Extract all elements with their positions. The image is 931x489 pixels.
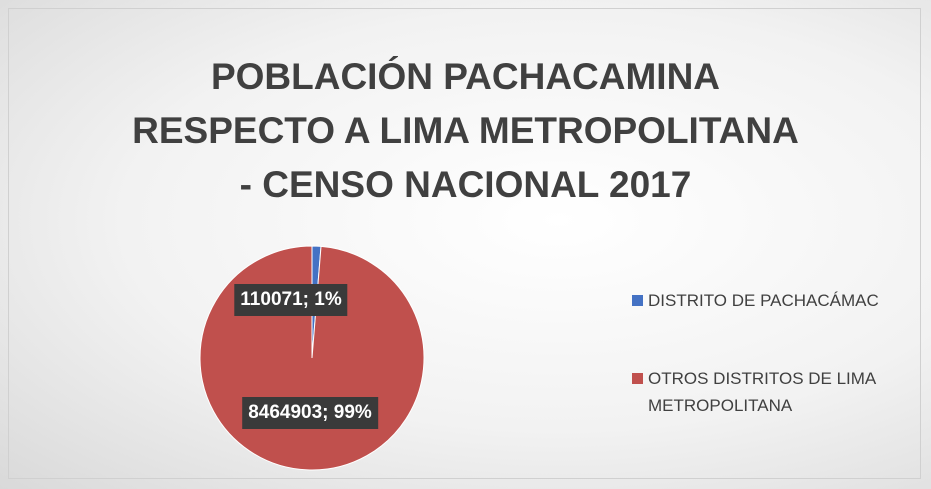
legend-label: OTROS DISTRITOS DE LIMA METROPOLITANA (648, 369, 876, 415)
chart-border (8, 8, 921, 479)
data-label: 8464903; 99% (242, 397, 378, 429)
legend-item: OTROS DISTRITOS DE LIMA METROPOLITANA (632, 365, 912, 419)
legend-swatch (632, 373, 643, 384)
chart-title: RESPECTO A LIMA METROPOLITANA (132, 110, 799, 151)
chart-title: POBLACIÓN PACHACAMINA (210, 56, 721, 97)
legend-item: DISTRITO DE PACHACÁMAC (632, 287, 912, 314)
data-label: 110071; 1% (234, 284, 348, 316)
chart-title: - CENSO NACIONAL 2017 (239, 164, 692, 205)
legend-swatch (632, 295, 643, 306)
pie-slice (199, 245, 425, 471)
legend-label: DISTRITO DE PACHACÁMAC (648, 291, 879, 310)
